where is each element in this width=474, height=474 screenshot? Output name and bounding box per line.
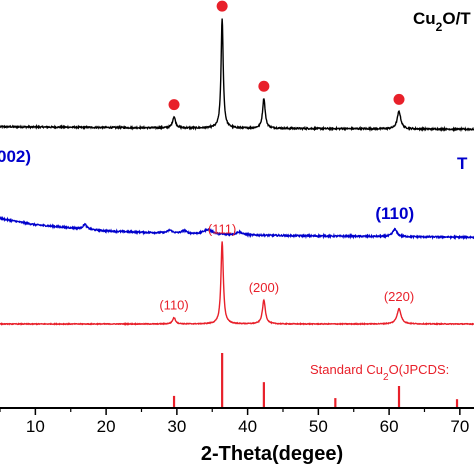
- series-label-tio2: T: [457, 154, 468, 173]
- x-tick-label-70: 70: [450, 417, 469, 436]
- peak-marker-3: [258, 80, 270, 92]
- x-tick-label-50: 50: [309, 417, 328, 436]
- peak-label-tio2-110: (110): [375, 204, 414, 223]
- peak-marker-4: [393, 93, 405, 105]
- x-tick-label-10: 10: [26, 417, 45, 436]
- peak-marker-2: [216, 0, 228, 12]
- peak-label-111: (111): [208, 221, 236, 236]
- x-tick-label-60: 60: [380, 417, 399, 436]
- standard-label: Standard Cu2O(JPCDS:: [310, 362, 449, 383]
- x-tick-label-30: 30: [167, 417, 186, 436]
- x-axis-title: 2-Theta(degee): [201, 443, 343, 465]
- peak-marker-1: [168, 99, 180, 111]
- series-line-tio2: [0, 215, 474, 241]
- peak-label-tio2-002: 002): [0, 147, 31, 166]
- peak-label-110: (110): [159, 298, 188, 313]
- peak-label-220: (220): [384, 289, 414, 304]
- x-tick-label-20: 20: [97, 417, 116, 436]
- x-tick-label-40: 40: [238, 417, 257, 436]
- series-line-cu2o-tio2: [0, 18, 474, 133]
- peak-label-200: (200): [249, 280, 279, 295]
- series-label-cu2o-tio2: Cu2O/T: [413, 9, 471, 34]
- series-line-cu2o: [0, 241, 474, 326]
